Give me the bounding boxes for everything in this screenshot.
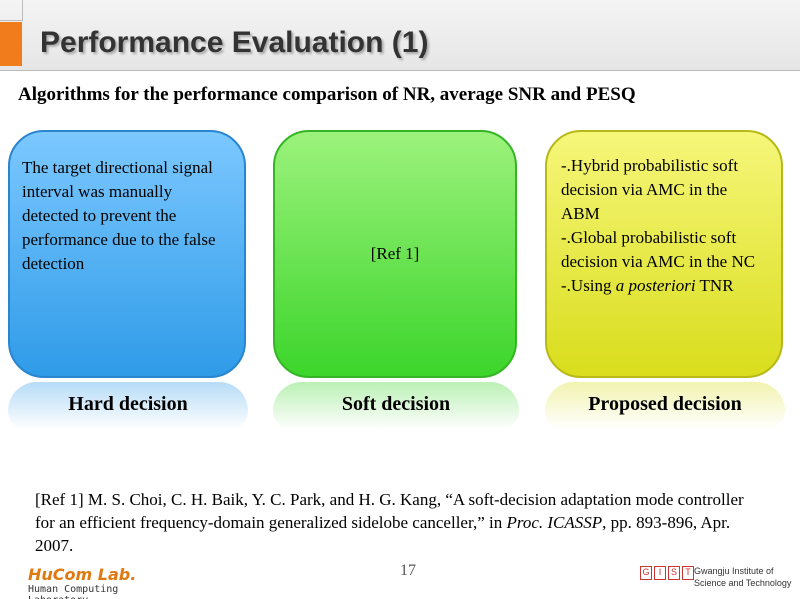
- header-bar: [0, 0, 800, 71]
- subtitle: Algorithms for the performance compariso…: [18, 84, 636, 105]
- box-text: -.Hybrid probabilistic soft decision via…: [561, 156, 739, 223]
- corner: [0, 0, 23, 21]
- box-label: Soft decision: [341, 393, 451, 415]
- text: Gwangju Institute of: [694, 566, 774, 576]
- text: Proc. ICASSP: [506, 513, 603, 532]
- text: TNR: [699, 276, 734, 295]
- reference: [Ref 1] M. S. Choi, C. H. Baik, Y. C. Pa…: [35, 488, 765, 557]
- text: -.Using: [561, 276, 612, 295]
- box: [Ref 1]: [273, 130, 517, 378]
- lab-logo: HuCom Lab. Human Computing Laboratory: [28, 565, 158, 599]
- page-number: 17: [400, 562, 416, 579]
- gist-letter: T: [682, 566, 694, 580]
- lab-name: HuCom Lab.: [28, 565, 137, 584]
- text: Science and Technology: [694, 578, 792, 588]
- box-text: -.Global probabilistic soft decision via…: [561, 228, 756, 271]
- text: a posteriori: [615, 276, 696, 295]
- box: -.Hybrid probabilistic soft decision via…: [545, 130, 783, 378]
- reflection: [8, 382, 248, 430]
- box-text: The target directional signal interval w…: [22, 158, 216, 273]
- gist-letter: S: [668, 566, 680, 580]
- reflection: [545, 382, 785, 430]
- box-label: Proposed decision: [588, 393, 742, 415]
- gist-letter: G: [640, 566, 652, 580]
- title: Performance Evaluation (1): [40, 26, 429, 59]
- accent: [0, 22, 22, 66]
- reflection: [273, 382, 519, 430]
- gist-letter: I: [654, 566, 666, 580]
- lab-full: Human Computing Laboratory: [28, 584, 119, 599]
- box-text: [Ref 1]: [370, 244, 420, 263]
- text: , pp. 893-896, Apr. 2007.: [35, 513, 731, 555]
- gist-logo: G I S T: [640, 566, 694, 580]
- box: The target directional signal interval w…: [8, 130, 246, 378]
- text: [Ref 1] M. S. Choi, C. H. Baik, Y. C. Pa…: [35, 490, 744, 532]
- gist-name: Gwangju Institute of Science and Technol…: [694, 565, 791, 589]
- box-text: -.Using a posteriori TNR: [561, 274, 767, 298]
- box-label: Hard decision: [68, 393, 188, 415]
